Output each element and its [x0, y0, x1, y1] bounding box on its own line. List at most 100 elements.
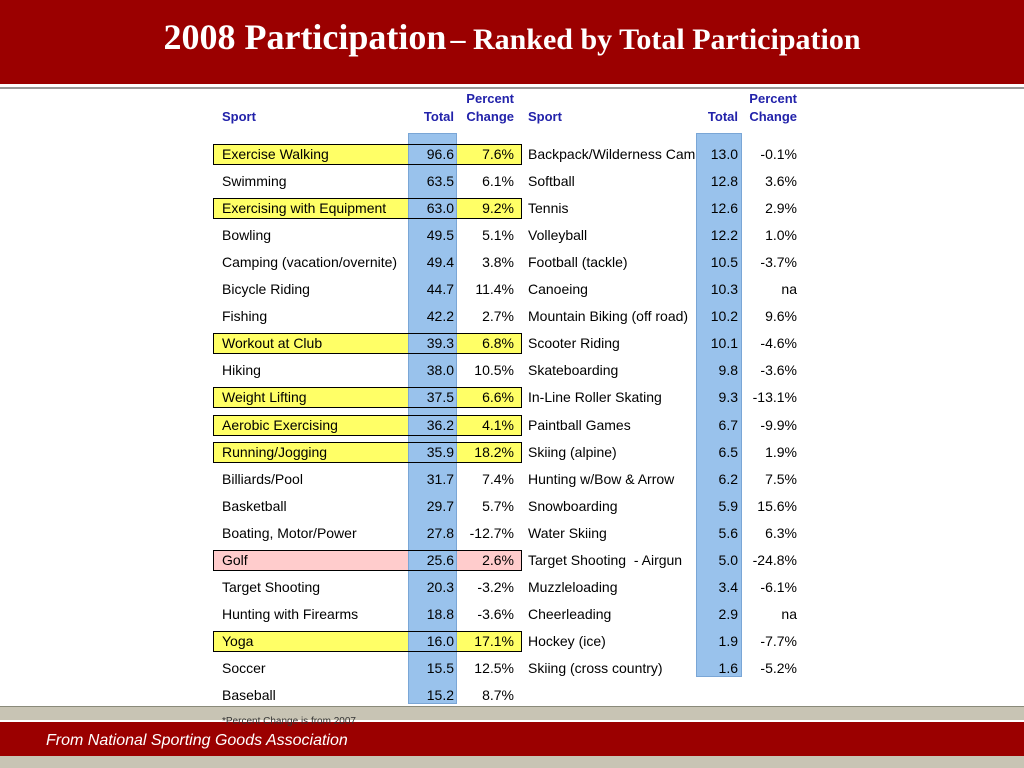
percent-change: -3.6% — [760, 362, 797, 379]
percent-change: 2.9% — [765, 200, 797, 217]
sport-name: Bowling — [222, 227, 272, 244]
total: 18.8 — [426, 605, 454, 622]
sport-name: Tennis — [528, 200, 569, 217]
percent-change: -0.1% — [760, 146, 797, 162]
total: 37.5 — [426, 389, 454, 406]
total-column — [696, 133, 742, 677]
sport-name: Camping (vacation/overnite) — [222, 254, 398, 271]
row-border — [213, 144, 522, 165]
percent-change: na — [781, 281, 797, 298]
sport-name: Softball — [528, 173, 575, 190]
total: 12.8 — [710, 173, 738, 190]
percent-change: 8.7% — [482, 687, 514, 703]
column-header: Total — [707, 109, 738, 124]
sport-name: Exercising with Equipment — [222, 200, 387, 217]
percent-change: 12.5% — [474, 659, 514, 676]
total: 38.0 — [426, 362, 454, 379]
total: 2.9 — [718, 605, 738, 622]
percent-change: 2.7% — [482, 308, 514, 325]
percent-change: 10.5% — [474, 362, 514, 379]
percent-change: 15.6% — [757, 497, 797, 514]
sport-name: Fishing — [222, 308, 268, 325]
percent-change: -9.9% — [760, 416, 797, 433]
percent-change: 3.8% — [482, 254, 514, 271]
total: 35.9 — [426, 443, 454, 460]
sport-name: Backpack/Wilderness Camp — [528, 146, 695, 162]
footer-strip — [0, 706, 1024, 721]
total: 36.2 — [426, 416, 454, 433]
percent-change: 6.1% — [482, 173, 514, 190]
column-header: Percent Change — [749, 91, 797, 124]
total: 49.4 — [426, 254, 454, 271]
sport-name: Canoeing — [528, 281, 588, 298]
sport-name: Hockey (ice) — [528, 632, 606, 649]
sport-name: Target Shooting - Airgun — [528, 551, 683, 568]
sport-name: Hunting w/Bow & Arrow — [528, 470, 675, 487]
footer-bar — [0, 720, 1024, 757]
total: 6.7 — [718, 416, 738, 433]
sport-name: Skiing (alpine) — [528, 443, 617, 460]
total: 5.6 — [718, 524, 738, 541]
percent-change: 3.6% — [765, 173, 797, 190]
column-header: Percent Change — [466, 91, 514, 124]
total: 49.5 — [426, 227, 454, 244]
total: 9.3 — [718, 389, 738, 406]
total: 29.7 — [426, 497, 454, 514]
sport-name: Aerobic Exercising — [222, 416, 338, 433]
sport-name: Target Shooting — [222, 578, 321, 595]
sport-name: Workout at Club — [222, 335, 323, 352]
total: 27.8 — [426, 524, 454, 541]
percent-change: -24.8% — [752, 551, 797, 568]
row-border — [213, 387, 522, 409]
footnote: *Percent Change is from 2007 — [222, 716, 356, 727]
total: 63.5 — [426, 173, 454, 190]
percent-change: -6.1% — [760, 578, 797, 595]
row-border — [213, 414, 522, 436]
percent-change: -3.2% — [477, 578, 514, 595]
total: 16.0 — [426, 632, 454, 649]
sport-name: Golf — [222, 551, 248, 568]
sport-name: Paintball Games — [528, 416, 631, 433]
title-bar — [0, 0, 1024, 87]
percent-change: 7.6% — [482, 146, 514, 162]
percent-change: 5.7% — [482, 497, 514, 514]
percent-change: na — [781, 605, 797, 622]
percent-change: 17.1% — [474, 632, 514, 649]
total: 10.1 — [710, 335, 738, 352]
sport-name: Swimming — [222, 173, 287, 190]
total: 96.6 — [426, 146, 454, 162]
total: 13.0 — [710, 146, 738, 162]
percent-change: -3.7% — [760, 254, 797, 271]
title-sub: – Ranked by Total Participation — [450, 23, 861, 56]
total: 1.6 — [718, 659, 738, 676]
total: 5.9 — [718, 497, 738, 514]
sport-name: Billiards/Pool — [222, 470, 303, 487]
percent-change: 9.6% — [765, 308, 797, 325]
total: 12.2 — [710, 227, 738, 244]
row-border — [213, 441, 522, 463]
sport-name: Soccer — [222, 659, 266, 676]
total: 1.9 — [718, 632, 738, 649]
sport-name: Cheerleading — [528, 605, 612, 622]
footer-strip — [0, 756, 1024, 768]
total-column — [408, 133, 457, 704]
total: 63.0 — [426, 200, 454, 217]
total: 6.2 — [718, 470, 738, 487]
total: 44.7 — [426, 281, 454, 298]
total: 31.7 — [426, 470, 454, 487]
percent-change: -5.2% — [760, 659, 797, 676]
sport-name: In-Line Roller Skating — [528, 389, 662, 406]
percent-change: 4.1% — [482, 416, 514, 433]
sport-name: Bicycle Riding — [222, 281, 310, 298]
sport-name: Running/Jogging — [222, 443, 328, 460]
row-border — [213, 333, 522, 355]
percent-change: -4.6% — [760, 335, 797, 352]
column-header: Sport — [222, 109, 256, 124]
sport-name: Water Skiing — [528, 524, 607, 541]
sport-name: Skiing (cross country) — [528, 659, 663, 676]
sport-name: Muzzleloading — [528, 578, 618, 595]
percent-change: 7.4% — [482, 470, 514, 487]
total: 9.8 — [718, 362, 738, 379]
sport-name: Weight Lifting — [222, 389, 307, 406]
